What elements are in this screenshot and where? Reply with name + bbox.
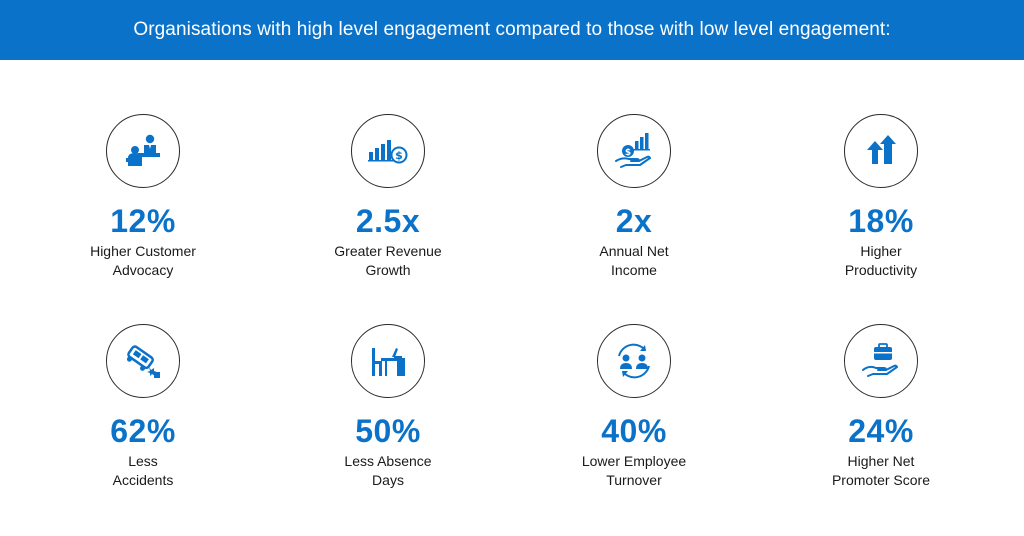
stat-value: 24% xyxy=(848,413,914,449)
stat-productivity: 18% Higher Productivity xyxy=(758,114,1004,280)
stat-value: 62% xyxy=(110,413,176,449)
customer-service-icon xyxy=(106,114,180,188)
stat-label: Higher Customer Advocacy xyxy=(90,243,196,278)
header-banner: Organisations with high level engagement… xyxy=(0,0,1024,60)
page-title: Organisations with high level engagement… xyxy=(133,19,891,40)
svg-text:$: $ xyxy=(625,148,631,158)
stat-revenue-growth: $ 2.5x Greater Revenue Growth xyxy=(265,114,511,280)
stat-value: 12% xyxy=(110,203,176,239)
stat-absence-days: 50% Less Absence Days xyxy=(265,324,511,490)
stat-employee-turnover: 40% Lower Employee Turnover xyxy=(511,324,757,490)
stat-label: Greater Revenue Growth xyxy=(334,243,442,278)
stat-customer-advocacy: 12% Higher Customer Advocacy xyxy=(20,114,266,280)
stat-label: Less Accidents xyxy=(112,453,174,488)
stat-label: Annual Net Income xyxy=(599,243,669,278)
stat-annual-net-income: $ 2x Annual Net Income xyxy=(511,114,757,280)
net-income-icon: $ xyxy=(597,114,671,188)
stat-value: 40% xyxy=(601,413,667,449)
stat-net-promoter-score: 24% Higher Net Promoter Score xyxy=(758,324,1004,490)
stat-value: 18% xyxy=(848,203,914,239)
car-accident-icon xyxy=(106,324,180,398)
revenue-growth-icon: $ xyxy=(351,114,425,188)
stat-label: Higher Net Promoter Score xyxy=(831,453,931,488)
stat-value: 2x xyxy=(615,203,653,239)
empty-desk-icon xyxy=(351,324,425,398)
productivity-arrows-icon xyxy=(844,114,918,188)
stats-grid: 12% Higher Customer Advocacy $ 2.5x Grea… xyxy=(0,60,1024,536)
promoter-hand-briefcase-icon xyxy=(844,324,918,398)
stat-label: Less Absence Days xyxy=(344,453,432,488)
stat-value: 50% xyxy=(355,413,421,449)
stat-label: Lower Employee Turnover xyxy=(581,453,687,488)
svg-text:$: $ xyxy=(395,149,403,162)
stat-label: Higher Productivity xyxy=(844,243,918,278)
stat-value: 2.5x xyxy=(355,203,421,239)
employee-turnover-icon xyxy=(597,324,671,398)
stat-accidents: 62% Less Accidents xyxy=(20,324,266,490)
